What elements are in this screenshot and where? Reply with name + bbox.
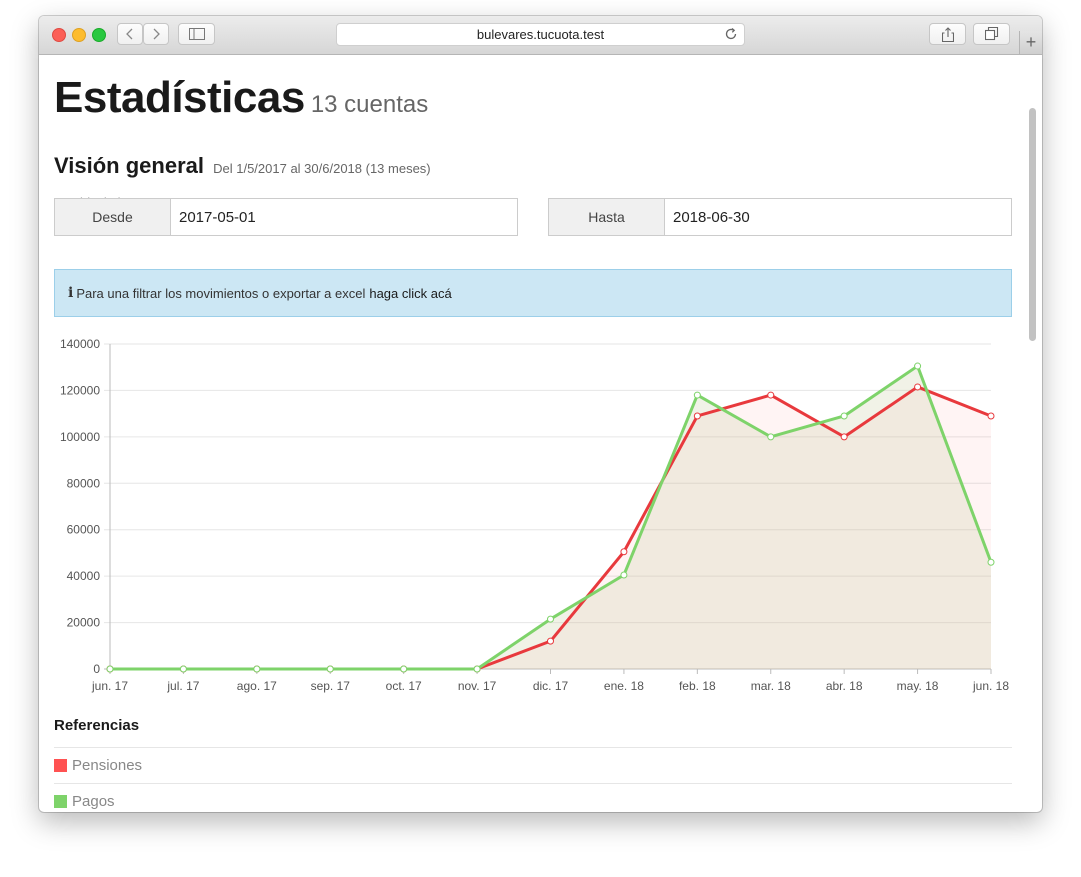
y-tick-label: 100000 [60, 430, 100, 444]
x-tick-label: feb. 18 [679, 679, 716, 693]
to-date-group: Hasta 2018-06-30 [548, 198, 1012, 236]
data-point-pensiones [840, 433, 848, 441]
data-point-pagos [473, 665, 481, 673]
section-title: Visión general Del 1/5/2017 al 30/6/2018… [54, 153, 431, 179]
close-window-button[interactable] [52, 28, 66, 42]
data-point-pensiones [620, 548, 628, 556]
data-point-pensiones [914, 383, 922, 391]
y-tick-label: 120000 [60, 383, 100, 397]
back-button[interactable] [117, 23, 143, 45]
plus-icon: + [1025, 32, 1037, 52]
data-point-pensiones [767, 391, 775, 399]
y-tick-label: 0 [93, 662, 100, 676]
data-point-pensiones [547, 637, 554, 645]
browser-toolbar: bulevares.tucuota.test [39, 16, 1042, 55]
data-point-pagos [987, 558, 995, 566]
chevron-left-icon [126, 28, 133, 40]
minimize-window-button[interactable] [72, 28, 86, 42]
references-title: Referencias [54, 717, 140, 734]
data-point-pagos [767, 433, 775, 441]
address-text: bulevares.tucuota.test [476, 27, 605, 42]
data-point-pagos [547, 615, 554, 623]
x-tick-label: abr. 18 [826, 679, 863, 693]
x-tick-label: nov. 17 [458, 679, 497, 693]
x-tick-label: may. 18 [897, 679, 939, 693]
data-point-pagos [253, 665, 261, 673]
alert-text: Para una filtrar los movimientos o expor… [76, 285, 366, 301]
scrollbar[interactable] [1029, 108, 1036, 341]
from-date-input[interactable]: 2017-05-01 [179, 208, 256, 226]
data-point-pagos [620, 571, 628, 579]
legend-swatch [54, 795, 67, 808]
data-point-pagos [179, 665, 187, 673]
from-label: Desde [55, 199, 171, 235]
legend-label: Pagos [72, 793, 115, 810]
to-date-input[interactable]: 2018-06-30 [673, 208, 750, 226]
legend-label: Pensiones [72, 757, 143, 774]
page-title-text: Estadísticas [54, 73, 305, 122]
data-point-pensiones [987, 412, 995, 420]
data-point-pagos [840, 412, 848, 420]
sidebar-toggle-button[interactable] [178, 23, 215, 45]
zoom-window-button[interactable] [92, 28, 106, 42]
data-point-pagos [106, 665, 114, 673]
x-tick-label: mar. 18 [751, 679, 791, 693]
x-tick-label: dic. 17 [533, 679, 569, 693]
x-tick-label: oct. 17 [386, 679, 422, 693]
series-area-pensiones [110, 386, 991, 669]
export-link[interactable]: haga click acá [369, 285, 452, 301]
section-title-text: Visión general [54, 153, 204, 178]
x-tick-label: jul. 17 [166, 679, 199, 693]
sidebar-icon [188, 28, 205, 40]
x-tick-label: jun. 17 [91, 679, 128, 693]
y-tick-label: 60000 [67, 523, 101, 537]
tabs-icon [984, 27, 998, 41]
legend-item-pagos: Pagos [54, 783, 1012, 812]
data-point-pensiones [693, 412, 701, 420]
y-tick-label: 140000 [60, 337, 100, 351]
to-label: Hasta [549, 199, 665, 235]
legend-item-pensiones: Pensiones [54, 747, 1012, 783]
reload-button[interactable] [724, 27, 738, 44]
share-icon [941, 26, 954, 42]
legend-swatch [54, 759, 67, 772]
info-icon: i [68, 285, 74, 301]
page-title: Estadísticas 13 cuentas [54, 73, 428, 123]
data-point-pagos [914, 362, 922, 370]
share-button[interactable] [929, 23, 966, 45]
account-count: 13 cuentas [310, 91, 429, 118]
x-tick-label: jun. 18 [972, 679, 1009, 693]
info-alert: i Para una filtrar los movimientos o exp… [54, 269, 1012, 317]
data-point-pagos [326, 665, 334, 673]
y-tick-label: 40000 [67, 569, 101, 583]
x-tick-label: ago. 17 [237, 679, 277, 693]
data-point-pagos [693, 391, 701, 399]
x-tick-label: sep. 17 [311, 679, 351, 693]
chevron-right-icon [153, 28, 160, 40]
new-tab-button[interactable]: + [1019, 31, 1042, 55]
y-tick-label: 80000 [67, 476, 101, 490]
reload-icon [725, 27, 737, 40]
series-area-pagos [110, 366, 991, 669]
browser-window: bulevares.tucuota.test + Estadísticas 13 … [39, 16, 1042, 812]
tabs-overview-button[interactable] [973, 23, 1010, 45]
from-date-group: Desde 2017-05-01 [54, 198, 518, 236]
date-range-text: Del 1/5/2017 al 30/6/2018 (13 meses) [213, 161, 431, 176]
forward-button[interactable] [143, 23, 169, 45]
stats-line-chart: 0 20000 40000 60000 80000 100000 120000 140000 j… [60, 337, 1009, 693]
data-point-pagos [400, 665, 408, 673]
address-bar[interactable]: bulevares.tucuota.test [336, 23, 745, 46]
x-tick-label: ene. 18 [604, 679, 644, 693]
y-tick-label: 20000 [67, 616, 101, 630]
page-content: Estadísticas 13 cuentas Visión general De… [39, 55, 1027, 812]
